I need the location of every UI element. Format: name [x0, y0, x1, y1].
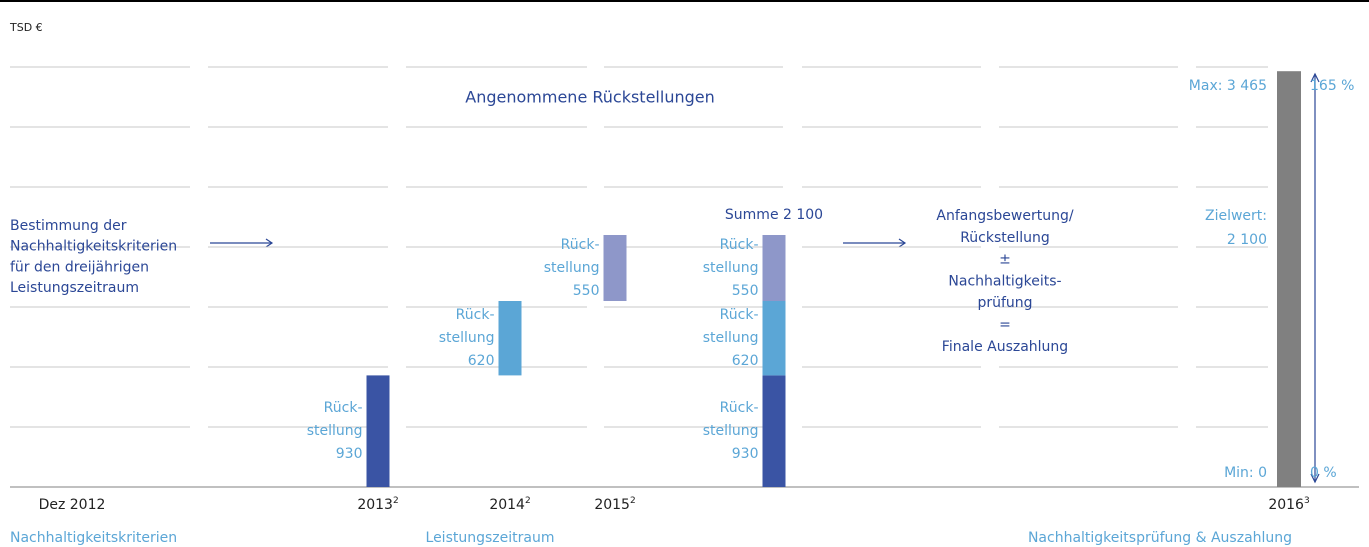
- bar: [603, 235, 627, 301]
- bar-value: 620: [468, 353, 495, 369]
- middle-text: Finale Auszahlung: [942, 339, 1068, 355]
- category: 2014: [489, 497, 525, 513]
- bar-label: Rück-: [720, 400, 759, 416]
- middle-text: Nachhaltigkeits-: [948, 273, 1061, 289]
- bar-label: Rück-: [456, 307, 495, 323]
- middle-text: ±: [999, 252, 1011, 268]
- pct-max: 165 %: [1310, 78, 1354, 94]
- bar: [498, 301, 522, 376]
- bar-value: 620: [732, 353, 759, 369]
- footnote: 2: [525, 496, 531, 506]
- arrow-head: [265, 238, 274, 248]
- category: 2016: [1268, 497, 1304, 513]
- category: 2013: [357, 497, 393, 513]
- arrow-head: [1310, 72, 1320, 83]
- unit-label: TSD €: [9, 21, 43, 34]
- bar-label: stellung: [703, 330, 759, 346]
- bar: [762, 301, 786, 376]
- middle-text: Rückstellung: [960, 230, 1050, 246]
- middle-text: prüfung: [977, 295, 1032, 311]
- bar-label: stellung: [703, 423, 759, 439]
- bar-label: Rück-: [720, 237, 759, 253]
- bar: [762, 375, 786, 487]
- bar-label: Rück-: [324, 400, 363, 416]
- left-text: Bestimmung der: [10, 218, 127, 234]
- bar-value: 550: [573, 283, 600, 299]
- bar-label: stellung: [703, 260, 759, 276]
- bar-value: 930: [732, 446, 759, 462]
- left-text: Leistungszeitraum: [10, 280, 139, 296]
- x-tick-label: 20163: [1268, 496, 1309, 514]
- chart-title: Angenommene Rückstellungen: [465, 88, 714, 107]
- footnote: 3: [1304, 496, 1310, 506]
- x-tick-label: 20142: [489, 496, 530, 514]
- final-bar: [1277, 71, 1301, 487]
- phase-label: Leistungszeitraum: [426, 530, 555, 546]
- target-value: 2 100: [1227, 232, 1267, 248]
- bar: [366, 375, 390, 487]
- left-text: für den dreijährigen: [10, 259, 149, 275]
- middle-text: Anfangsbewertung/: [936, 208, 1073, 224]
- category: 2015: [594, 497, 630, 513]
- left-text: Nachhaltigkeitskriterien: [10, 239, 177, 255]
- footnote: 2: [630, 496, 636, 506]
- bar-value: 550: [732, 283, 759, 299]
- bar: [762, 235, 786, 301]
- footnote: 2: [393, 496, 399, 506]
- arrow-head: [1310, 473, 1320, 484]
- x-tick-label: 20152: [594, 496, 635, 514]
- phase-label: Nachhaltigkeitskriterien: [10, 530, 177, 546]
- bar-label: stellung: [544, 260, 600, 276]
- bar-label: Rück-: [720, 307, 759, 323]
- min-label: Min: 0: [1224, 465, 1267, 481]
- category: Dez 2012: [39, 497, 106, 513]
- grid: [10, 66, 1359, 488]
- pct-min: 0 %: [1310, 465, 1337, 481]
- middle-text: =: [999, 317, 1011, 333]
- max-label: Max: 3 465: [1189, 78, 1267, 94]
- bar-value: 930: [336, 446, 363, 462]
- bar-label: stellung: [439, 330, 495, 346]
- bar-label: stellung: [307, 423, 363, 439]
- bar-label: Rück-: [561, 237, 600, 253]
- x-tick-label: 20132: [357, 496, 398, 514]
- target-label: Zielwert:: [1205, 208, 1267, 224]
- phase-label: Nachhaltigkeitsprüfung & Auszahlung: [1028, 530, 1292, 546]
- arrow-head: [898, 238, 907, 248]
- arrows: [210, 72, 1320, 484]
- x-tick-label: Dez 2012: [39, 497, 106, 513]
- sum-label: Summe 2 100: [725, 207, 823, 223]
